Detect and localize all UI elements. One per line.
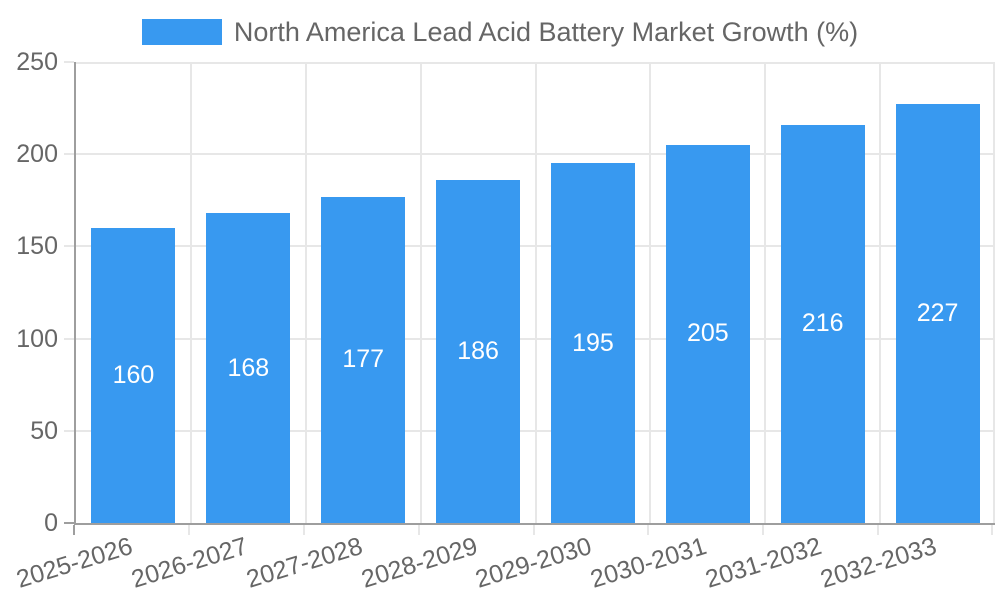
- bar-value-label: 186: [457, 337, 499, 366]
- bar: 168: [206, 213, 291, 523]
- gridline-vertical: [879, 62, 882, 523]
- legend-item[interactable]: North America Lead Acid Battery Market G…: [0, 17, 1000, 47]
- y-axis-tick: [64, 153, 74, 156]
- gridline-vertical: [764, 62, 767, 523]
- y-axis-tick-label: 50: [30, 416, 58, 445]
- x-axis-tick-label: 2028-2029: [357, 532, 481, 594]
- plot-area: 160 168 177 186 195 205 216 227: [74, 62, 995, 525]
- bar-value-label: 195: [572, 328, 614, 357]
- gridline-vertical: [649, 62, 652, 523]
- x-axis-tick: [302, 525, 305, 535]
- bar: 160: [91, 227, 176, 523]
- y-axis-tick-label: 150: [16, 232, 58, 261]
- bar: 205: [665, 144, 750, 523]
- x-axis-tick: [417, 525, 420, 535]
- bar-value-label: 227: [916, 299, 959, 328]
- x-axis-tick: [762, 525, 765, 535]
- x-axis-tick-label: 2029-2030: [472, 532, 596, 594]
- x-axis-tick-label: 2025-2026: [13, 532, 136, 594]
- bar-value-label: 160: [112, 360, 155, 389]
- gridline-vertical: [993, 62, 995, 523]
- gridline-vertical: [419, 62, 422, 523]
- bar-value-label: 168: [227, 353, 270, 382]
- y-axis-tick-label: 200: [16, 140, 58, 169]
- x-axis-tick-label: 2026-2027: [127, 532, 251, 594]
- x-axis-tick: [647, 525, 650, 535]
- gridline-vertical: [304, 62, 307, 523]
- x-axis-tick-label: 2032-2033: [817, 532, 940, 594]
- x-axis-tick: [532, 525, 535, 535]
- y-axis-tick-label: 100: [16, 324, 58, 353]
- bar: 195: [550, 163, 635, 523]
- x-axis-tick-label: 2030-2031: [587, 532, 710, 594]
- y-axis-tick: [64, 61, 74, 63]
- y-axis-tick-label: 0: [44, 509, 58, 537]
- y-axis-tick: [64, 429, 74, 432]
- bar-value-label: 177: [342, 345, 385, 374]
- bar: 186: [436, 180, 521, 523]
- legend-swatch: [141, 19, 222, 45]
- bar: 177: [321, 196, 406, 523]
- x-axis-tick: [187, 525, 190, 535]
- y-axis-tick: [64, 245, 74, 248]
- x-axis-tick: [73, 525, 75, 535]
- bar-value-label: 205: [686, 319, 729, 348]
- gridline-vertical: [189, 62, 192, 523]
- legend-label: North America Lead Acid Battery Market G…: [233, 16, 859, 47]
- bar-value-label: 216: [801, 309, 844, 338]
- x-axis-tick: [991, 525, 993, 535]
- y-axis-tick: [64, 522, 74, 524]
- bar: 227: [895, 104, 980, 523]
- bar: 216: [780, 124, 865, 523]
- gridline-vertical: [534, 62, 537, 523]
- x-axis-tick-label: 2031-2032: [702, 532, 825, 594]
- y-axis-tick: [64, 337, 74, 340]
- x-axis-tick-label: 2027-2028: [242, 532, 366, 594]
- y-axis-tick-label: 250: [16, 48, 58, 76]
- x-axis-tick: [877, 525, 880, 535]
